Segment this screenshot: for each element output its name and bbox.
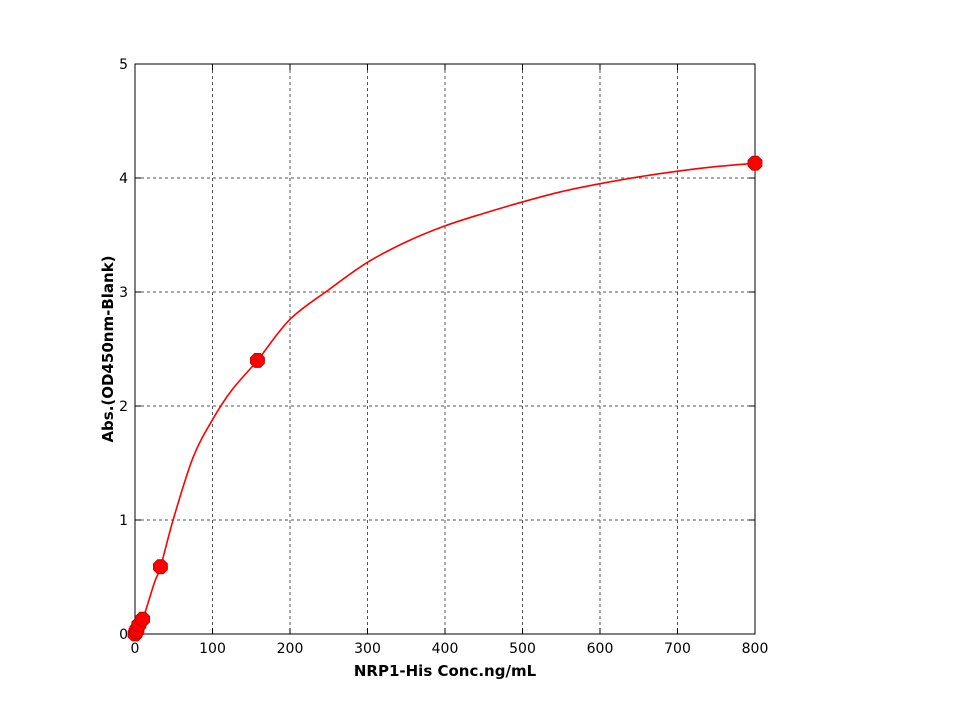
data-points <box>127 155 763 642</box>
y-tick-label: 2 <box>119 399 128 415</box>
fit-curve-layer <box>134 162 756 635</box>
x-tick-label: 700 <box>664 641 691 657</box>
x-tick-label: 0 <box>131 641 140 657</box>
y-axis-title: Abs.(OD450nm-Blank) <box>99 255 117 442</box>
data-point <box>250 352 265 368</box>
x-tick-label: 200 <box>277 641 304 657</box>
y-tick-label: 5 <box>119 57 128 73</box>
data-point <box>135 611 151 627</box>
x-tick-label: 100 <box>199 641 226 657</box>
fit-curve <box>134 162 756 635</box>
data-point <box>747 155 763 171</box>
y-tick-label: 3 <box>119 285 128 301</box>
grid-lines <box>135 64 755 634</box>
x-tick-label: 400 <box>432 641 459 657</box>
x-tick-label: 800 <box>742 641 769 657</box>
y-tick-label: 1 <box>119 513 128 529</box>
x-tick-label: 500 <box>509 641 536 657</box>
y-tick-label: 0 <box>119 627 128 643</box>
data-point <box>152 559 168 575</box>
x-tick-label: 300 <box>354 641 381 657</box>
x-tick-label: 600 <box>587 641 614 657</box>
y-tick-label: 4 <box>119 171 128 187</box>
tick-labels: 0 100 200 300 400 500 600 700 800 0 1 2 3 4 5 <box>119 57 768 657</box>
x-axis-title: NRP1-His Conc.ng/mL <box>354 662 537 680</box>
